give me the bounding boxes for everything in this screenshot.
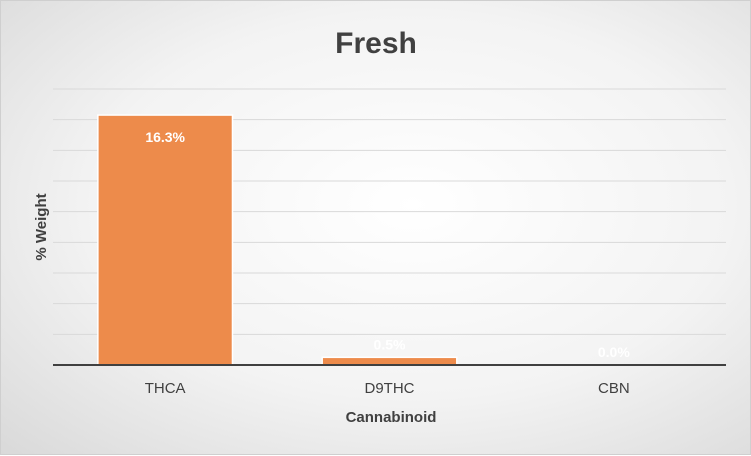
chart-title: Fresh xyxy=(335,27,417,60)
bars xyxy=(97,114,458,366)
x-tick-label: CBN xyxy=(598,380,630,397)
x-axis-title: Cannabinoid xyxy=(346,409,437,426)
data-labels: 16.3% 0.5% 0.0% xyxy=(145,129,630,360)
x-tick-label: D9THC xyxy=(364,380,414,397)
bar-d9thc xyxy=(321,356,458,366)
data-label: 0.5% xyxy=(374,336,406,352)
data-label: 0.0% xyxy=(598,344,630,360)
x-tick-labels: THCA D9THC CBN xyxy=(145,380,630,397)
x-tick-label: THCA xyxy=(145,380,186,397)
data-label: 16.3% xyxy=(145,129,185,145)
y-axis-title: % Weight xyxy=(33,193,50,260)
bar-thca xyxy=(97,114,234,366)
